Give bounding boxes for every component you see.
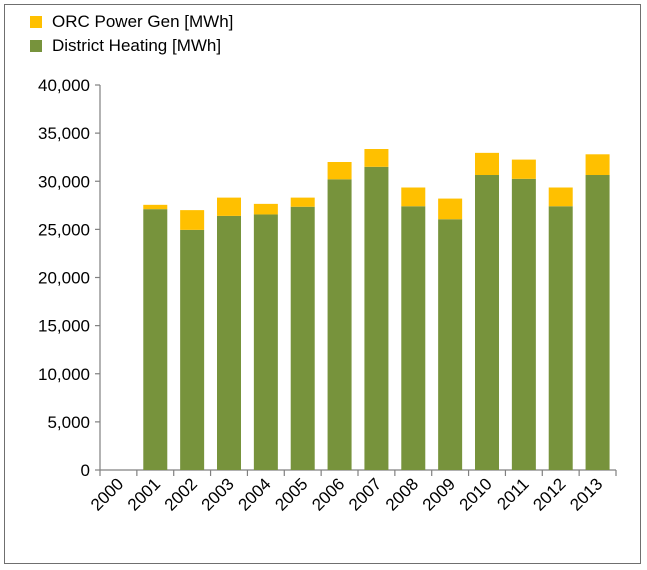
bar-orc-power-gen [290,197,315,207]
bar-district-heating [364,166,389,470]
bar-orc-power-gen [548,187,573,207]
bar-district-heating [143,209,168,470]
y-tick-label: 20,000 [38,269,90,288]
y-tick-label: 25,000 [38,220,90,239]
legend-swatch-district-heating [30,40,42,52]
x-tick-label: 2002 [161,474,201,514]
x-tick-label: 2006 [308,474,348,514]
bar-district-heating [438,219,463,470]
y-tick-label: 35,000 [38,124,90,143]
bar-district-heating [585,174,610,470]
bar-district-heating [401,206,426,470]
x-tick-label: 2003 [198,474,238,514]
x-tick-label: 2010 [456,474,496,514]
x-axis: 2000200120022003200420052006200720082009… [87,469,617,515]
x-tick-label: 2009 [419,474,459,514]
y-tick-label: 40,000 [38,76,90,95]
bar-orc-power-gen [401,187,426,207]
y-tick-label: 0 [81,461,90,480]
bar-orc-power-gen [253,203,278,215]
bar-district-heating [217,215,241,470]
y-axis: 0 5,000 10,000 15,000 20,000 25,000 30,000 35,0… [38,76,101,480]
bar-district-heating [511,178,536,470]
legend-label-district-heating: District Heating [MWh] [52,36,222,55]
bar-district-heating [180,229,205,470]
y-tick-label: 30,000 [38,172,90,191]
x-tick-label: 2013 [566,474,606,514]
x-tick-label: 2005 [271,474,311,514]
bar-orc-power-gen [180,210,205,230]
x-tick-label: 2007 [345,474,385,514]
bar-orc-power-gen [327,162,352,180]
x-tick-label: 2000 [87,474,127,514]
legend-label-orc: ORC Power Gen [MWh] [52,12,234,31]
legend-item-district-heating: District Heating [MWh] [30,34,233,58]
legend-swatch-orc [30,16,42,28]
bar-orc-power-gen [364,149,389,167]
bar-district-heating [253,214,278,470]
x-tick-label: 2004 [235,474,275,514]
bar-orc-power-gen [475,152,499,175]
y-tick-label: 5,000 [47,413,90,432]
bar-orc-power-gen [438,198,463,220]
bar-district-heating [548,206,573,470]
y-tick-label: 15,000 [38,317,90,336]
bars [143,149,610,470]
bar-orc-power-gen [511,159,536,179]
legend-item-orc: ORC Power Gen [MWh] [30,10,233,34]
bar-district-heating [475,174,499,470]
x-tick-label: 2008 [382,474,422,514]
bar-district-heating [327,179,352,470]
bar-district-heating [290,206,315,470]
bar-orc-power-gen [143,204,168,210]
x-tick-label: 2012 [529,474,569,514]
legend: ORC Power Gen [MWh] District Heating [MW… [30,10,233,58]
x-tick-label: 2001 [124,474,164,514]
x-tick-label: 2011 [493,474,532,513]
bar-orc-power-gen [585,154,610,175]
y-tick-label: 10,000 [38,365,90,384]
bar-orc-power-gen [217,197,241,216]
